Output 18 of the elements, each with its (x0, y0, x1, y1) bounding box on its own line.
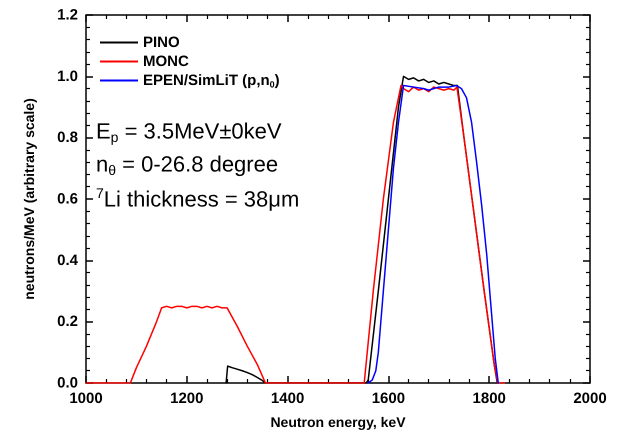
x-tick-label: 1000 (69, 390, 103, 407)
y-tick-label: 0.8 (57, 129, 78, 146)
y-tick-label: 1.0 (57, 68, 78, 85)
x-tick-label: 1400 (270, 390, 304, 407)
legend-label: MONC (143, 53, 189, 70)
y-tick-label: 0.4 (57, 252, 79, 269)
y-tick-label: 1.2 (57, 6, 78, 24)
x-tick-label: 1600 (372, 390, 406, 407)
x-tick-label: 1800 (472, 390, 506, 407)
y-tick-label: 0.2 (57, 313, 78, 330)
y-axis-title: neutrons/MeV (arbitrary scale) (21, 98, 37, 300)
y-tick-label: 0.6 (57, 190, 78, 208)
y-tick-label: 0.0 (57, 374, 78, 392)
x-axis-title: Neutron energy, keV (270, 414, 406, 430)
x-tick-label: 2000 (573, 390, 607, 407)
line-series (367, 84, 500, 384)
legend-label: PINO (143, 34, 180, 51)
x-tick-label: 1200 (170, 390, 204, 407)
